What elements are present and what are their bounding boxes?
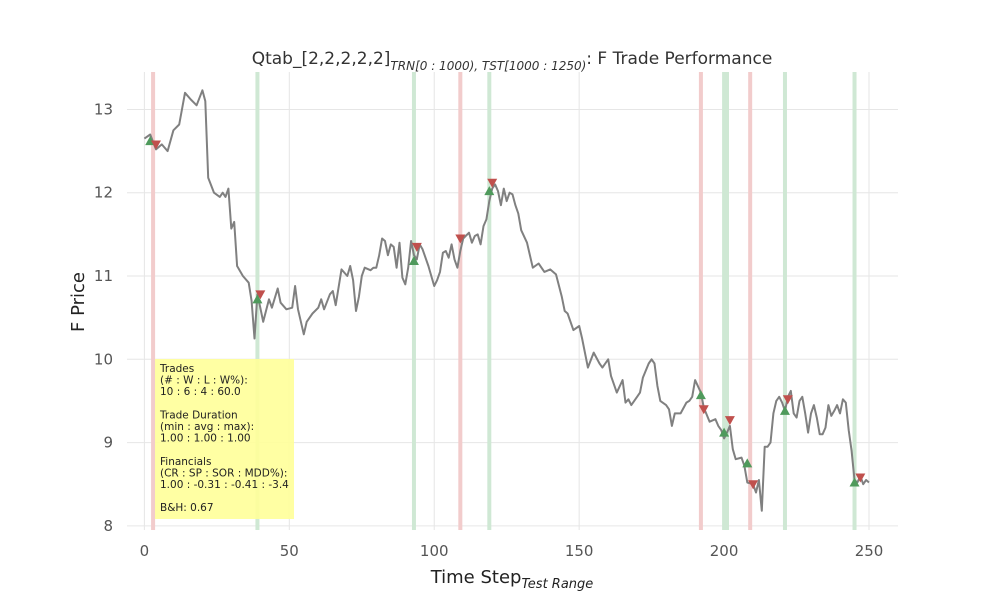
buy-band — [852, 72, 857, 530]
y-tick-label: 10 — [94, 350, 113, 368]
x-tick-label: 100 — [420, 542, 449, 560]
info-box-line: B&H: 0.67 — [160, 502, 214, 514]
sell-marker — [455, 234, 466, 244]
sell-band — [748, 72, 753, 530]
sell-marker — [411, 242, 422, 252]
buy-band — [782, 72, 787, 530]
info-box-line: (CR : SP : SOR : MDD%): — [160, 467, 287, 479]
x-tick-label: 150 — [565, 542, 594, 560]
buy-band — [487, 72, 492, 530]
sell-band — [458, 72, 463, 530]
info-box: Trades(# : W : L : W%):10 : 6 : 4 : 60.0… — [155, 359, 294, 519]
sell-marker — [150, 140, 161, 150]
x-axis-label-main: Time Step — [430, 567, 522, 588]
y-tick-label: 13 — [94, 100, 113, 118]
sell-band — [151, 72, 156, 530]
sell-band — [698, 72, 703, 530]
chart-title: Qtab_[2,2,2,2,2]TRN[0 : 1000), TST[1000 … — [252, 49, 773, 73]
y-tick-label: 8 — [103, 517, 113, 535]
y-tick-label: 12 — [94, 184, 113, 202]
y-tick-label: 11 — [94, 267, 113, 285]
x-tick-label: 250 — [855, 542, 884, 560]
trade-markers — [145, 136, 866, 490]
x-tick-label: 200 — [710, 542, 739, 560]
info-box-line: 1.00 : -0.31 : -0.41 : -3.4 — [160, 479, 289, 491]
info-box-line: Trade Duration — [159, 409, 238, 421]
sell-marker — [782, 395, 793, 405]
info-box-line: (min : avg : max): — [160, 421, 254, 433]
y-tick-label: 9 — [103, 434, 113, 452]
title-suffix: : F Trade Performance — [586, 49, 772, 69]
sell-marker — [724, 416, 735, 426]
info-box-line: (# : W : L : W%): — [160, 375, 248, 387]
sell-marker — [487, 178, 498, 188]
buy-marker — [484, 186, 495, 196]
x-tick-label: 50 — [280, 542, 299, 560]
buy-marker — [252, 294, 263, 304]
info-box-line: 10 : 6 : 4 : 60.0 — [160, 386, 241, 398]
price-line — [143, 89, 870, 512]
info-box-line: Financials — [160, 456, 211, 468]
x-axis-label: Time StepTest Range — [430, 567, 594, 592]
info-box-bg — [155, 359, 294, 519]
x-tick-label: 0 — [140, 542, 150, 560]
info-box-line: Trades — [159, 363, 194, 375]
buy-marker — [695, 390, 706, 400]
buy-marker — [408, 256, 419, 266]
buy-band — [411, 72, 416, 530]
title-prefix: Qtab_[2,2,2,2,2] — [252, 49, 391, 69]
tick-labels: 0 50 100 150 200 250 8 9 10 11 12 13 — [94, 100, 883, 560]
title-sub-train: TRN[0 : 1000), — [390, 59, 481, 73]
buy-marker — [849, 477, 860, 487]
sell-marker — [855, 473, 866, 483]
title-sub-test: TST[1000 : 1250) — [482, 59, 586, 73]
buy-marker — [779, 405, 790, 415]
y-axis-label: F Price — [68, 272, 89, 332]
buy-marker — [742, 458, 753, 468]
buy-band — [724, 72, 729, 530]
info-box-line: 1.00 : 1.00 : 1.00 — [160, 433, 251, 445]
x-axis-label-sub: Test Range — [521, 577, 593, 592]
sell-marker — [698, 405, 709, 415]
price-line-layer — [143, 89, 870, 512]
buy-band — [722, 72, 727, 530]
sell-marker — [255, 290, 266, 300]
buy-marker — [719, 427, 730, 437]
sell-marker — [748, 480, 759, 490]
